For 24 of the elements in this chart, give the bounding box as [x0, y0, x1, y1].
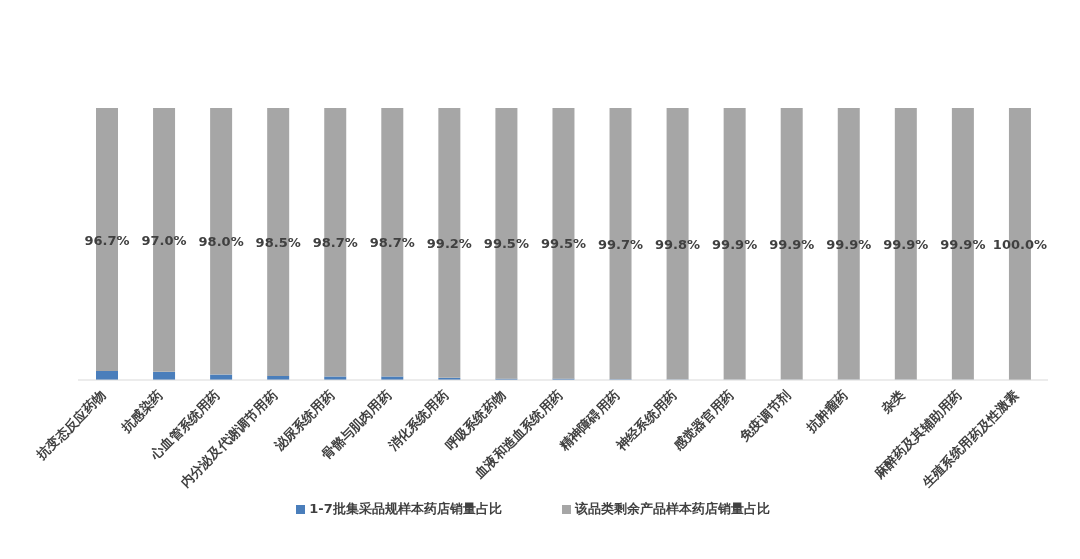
- data-label: 99.9%: [712, 236, 758, 252]
- data-label: 99.9%: [883, 236, 929, 252]
- data-label: 98.7%: [312, 235, 358, 251]
- data-label: 99.7%: [597, 236, 644, 252]
- x-tick-label: 抗变态反应药物: [32, 387, 109, 464]
- data-label: 99.9%: [826, 236, 872, 252]
- data-label: 99.9%: [940, 236, 986, 252]
- data-label: 98.0%: [198, 234, 244, 250]
- x-tick-label: 免疫调节剂: [736, 387, 794, 445]
- data-label: 100.0%: [992, 237, 1048, 252]
- data-label: 98.5%: [255, 234, 301, 250]
- data-label: 98.7%: [369, 235, 415, 251]
- x-tick-label: 杂类: [877, 387, 908, 418]
- data-label: 99.5%: [483, 236, 529, 252]
- data-label: 99.2%: [426, 235, 472, 251]
- data-label: 99.9%: [769, 236, 815, 252]
- x-tick-label: 抗肿瘤药: [802, 387, 851, 436]
- data-label: 99.8%: [655, 236, 701, 252]
- x-tick-label: 抗感染药: [117, 387, 166, 436]
- data-label: 97.0%: [141, 232, 187, 248]
- data-label: 96.7%: [84, 232, 130, 248]
- legend-label: 1-7批集采品规样本药店销量占比: [309, 501, 502, 516]
- data-label: 99.5%: [540, 236, 587, 252]
- legend-label: 该品类剩余产品样本药店销量占比: [574, 501, 770, 516]
